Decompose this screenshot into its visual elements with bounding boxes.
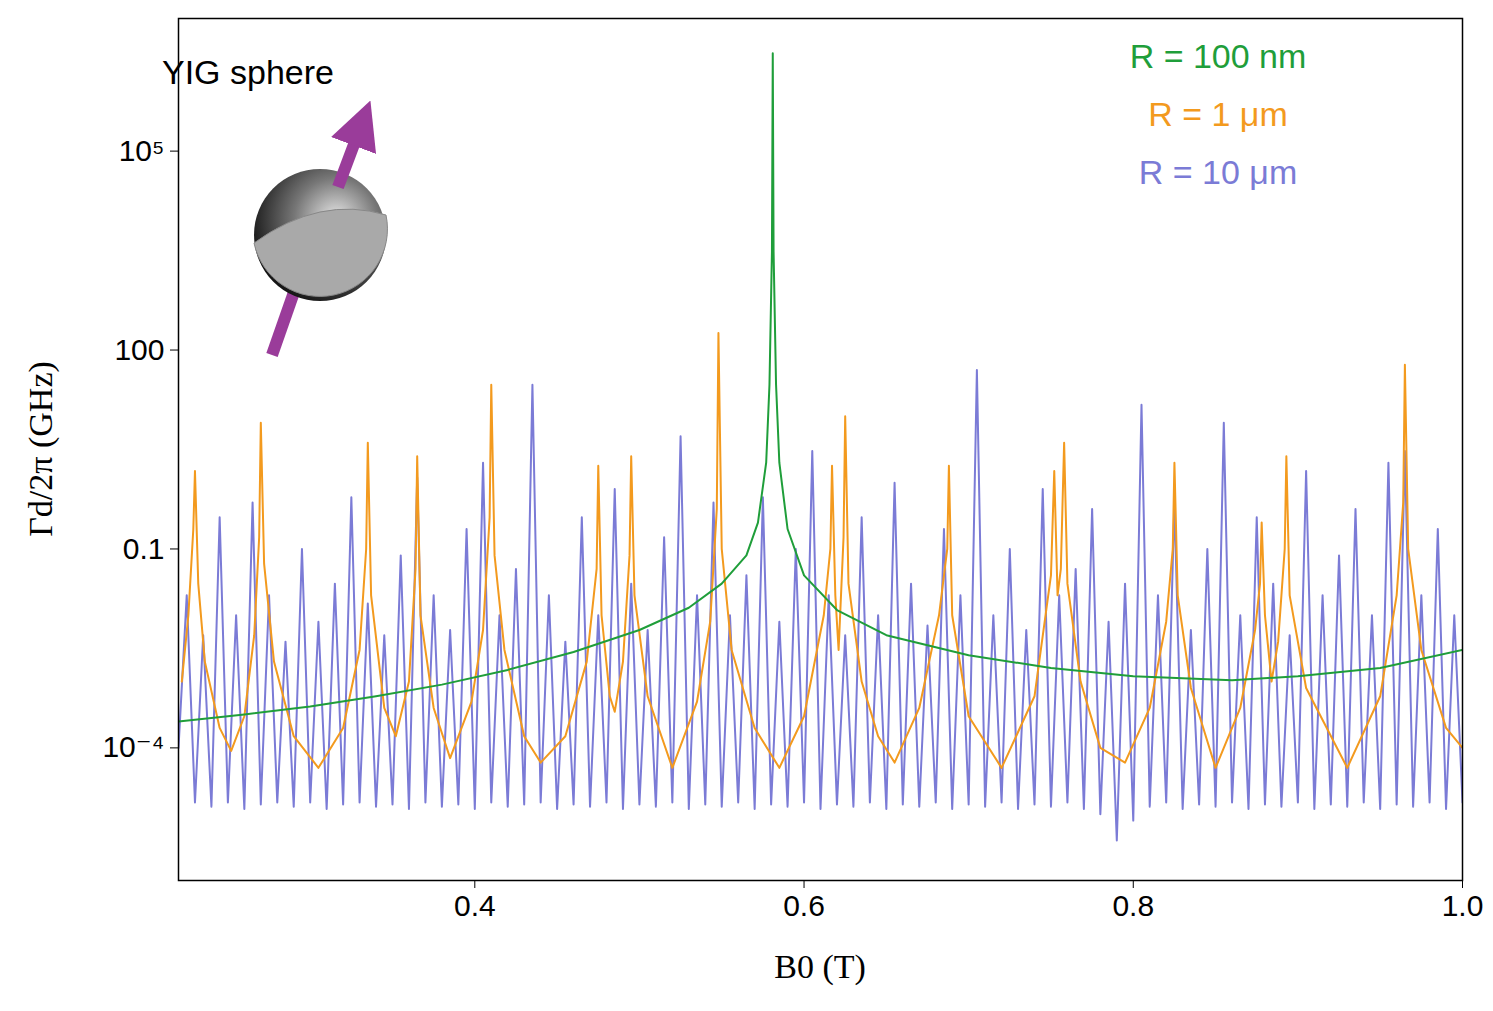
svg-text:1.0: 1.0 [1442,889,1484,922]
svg-text:YIG sphere: YIG sphere [162,53,334,91]
svg-text:100: 100 [114,333,164,366]
svg-text:0.4: 0.4 [454,889,496,922]
svg-text:Γd/2π (GHz): Γd/2π (GHz) [22,361,60,537]
svg-text:0.6: 0.6 [783,889,825,922]
svg-text:10⁵: 10⁵ [119,134,165,167]
svg-text:R = 10 μm: R = 10 μm [1139,153,1297,191]
svg-text:R = 1 μm: R = 1 μm [1148,95,1288,133]
svg-text:0.8: 0.8 [1112,889,1154,922]
svg-text:B0 (T): B0 (T) [774,948,866,986]
svg-text:10⁻⁴: 10⁻⁴ [102,730,164,763]
svg-text:R = 100 nm: R = 100 nm [1130,37,1307,75]
svg-text:0.1: 0.1 [123,532,165,565]
